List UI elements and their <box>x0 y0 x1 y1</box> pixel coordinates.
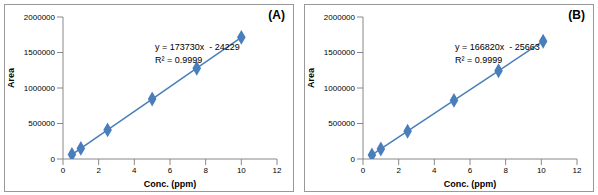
svg-text:12: 12 <box>573 165 582 174</box>
svg-text:12: 12 <box>273 165 282 174</box>
html-text:R² = 0.9999: R² = 0.9999 <box>155 54 203 65</box>
svg-text:2000000: 2000000 <box>324 12 356 21</box>
svg-text:1000000: 1000000 <box>324 83 356 92</box>
svg-text:6: 6 <box>168 165 173 174</box>
svg-text:1500000: 1500000 <box>24 48 56 57</box>
svg-text:10: 10 <box>237 165 246 174</box>
svg-text:4: 4 <box>432 165 437 174</box>
svg-text:500000: 500000 <box>28 119 55 128</box>
svg-text:500000: 500000 <box>328 119 355 128</box>
svg-text:8: 8 <box>203 165 208 174</box>
svg-text:0: 0 <box>361 165 366 174</box>
svg-text:Area: Area <box>306 66 316 87</box>
svg-text:2000000: 2000000 <box>24 12 56 21</box>
svg-text:4: 4 <box>132 165 137 174</box>
html-text:y = 173730x - 24229: y = 173730x - 24229 <box>155 41 240 52</box>
svg-text:Area: Area <box>8 66 16 87</box>
html-text:(A): (A) <box>268 7 285 22</box>
svg-text:8: 8 <box>503 165 508 174</box>
html-text:(B): (B) <box>568 7 585 22</box>
svg-text:6: 6 <box>468 165 473 174</box>
svg-text:Conc. (ppm): Conc. (ppm) <box>444 179 497 189</box>
svg-text:1000000: 1000000 <box>24 83 56 92</box>
svg-text:0: 0 <box>351 154 356 163</box>
svg-text:2: 2 <box>396 165 401 174</box>
svg-text:2: 2 <box>96 165 101 174</box>
svg-text:0: 0 <box>51 154 56 163</box>
svg-text:1500000: 1500000 <box>324 48 356 57</box>
svg-text:Conc. (ppm): Conc. (ppm) <box>144 179 197 189</box>
svg-text:0: 0 <box>61 165 66 174</box>
svg-text:10: 10 <box>537 165 546 174</box>
html-text:R² = 0.9999: R² = 0.9999 <box>455 54 503 65</box>
html-text:y = 166820x - 25663: y = 166820x - 25663 <box>455 41 540 52</box>
